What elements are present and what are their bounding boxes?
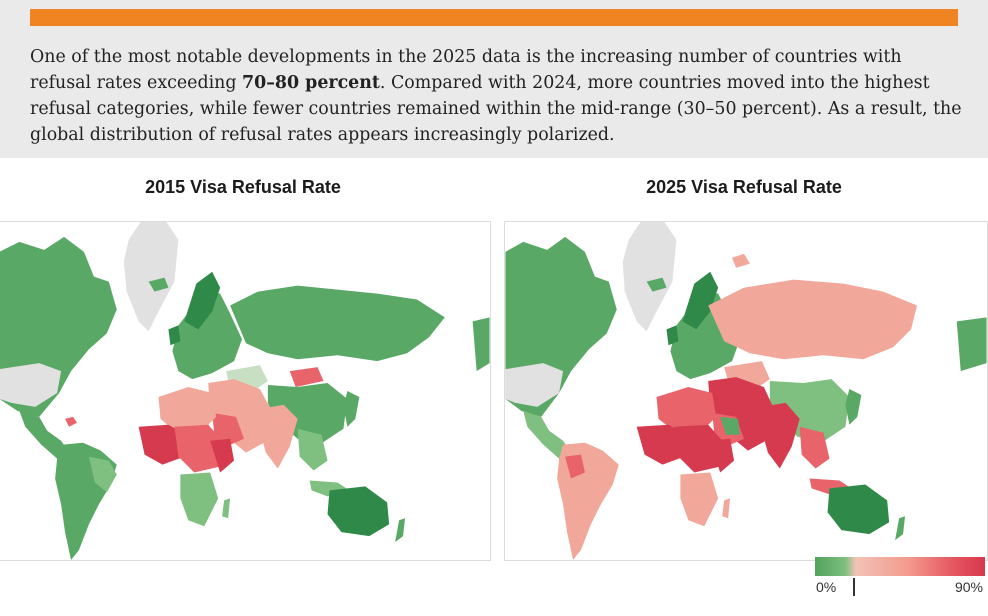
map-2025	[504, 221, 988, 561]
intro-paragraph: One of the most notable developments in …	[30, 44, 965, 148]
japan	[343, 391, 360, 427]
accent-bar	[30, 9, 958, 26]
africa-west	[138, 424, 187, 465]
australia	[827, 484, 890, 535]
saudi-arabia	[720, 416, 741, 435]
horn-of-africa	[710, 438, 735, 473]
greenland	[622, 222, 677, 332]
uk	[168, 325, 181, 346]
africa-north	[158, 387, 217, 433]
south-asia	[759, 402, 800, 469]
caribbean	[65, 416, 77, 427]
africa-west	[636, 424, 687, 465]
map-2015	[0, 221, 491, 561]
south-asia	[259, 404, 298, 469]
madagascar	[222, 498, 231, 519]
arctic-islands	[732, 253, 750, 268]
africa-north	[656, 387, 717, 433]
usa-no-data	[0, 363, 62, 407]
iceland	[646, 277, 667, 292]
intro-bold-range: 70–80 percent	[242, 73, 380, 93]
southeast-asia	[297, 428, 328, 471]
south-america-west	[565, 454, 585, 479]
map-title-2025: 2025 Visa Refusal Rate	[646, 177, 842, 197]
intro-panel	[0, 0, 988, 158]
scandinavia	[682, 271, 719, 330]
scandinavia	[184, 271, 221, 330]
usa-no-data	[505, 363, 564, 407]
central-america	[523, 410, 572, 459]
intro-text-start: One of the most notable developments in …	[30, 47, 902, 93]
south-america-east	[88, 456, 117, 493]
japan	[845, 389, 862, 425]
south-america	[55, 442, 117, 560]
mongolia	[289, 367, 324, 388]
map-title-2015: 2015 Visa Refusal Rate	[145, 177, 341, 197]
color-legend: 0% 90%	[815, 557, 985, 601]
iceland	[148, 277, 169, 292]
russia	[708, 279, 917, 360]
horn-of-africa	[210, 438, 235, 473]
new-zealand	[395, 518, 406, 543]
new-zealand	[895, 516, 906, 541]
africa-south	[680, 472, 719, 527]
legend-tick	[853, 578, 855, 596]
map-2015-svg	[0, 222, 490, 560]
legend-max-label: 90%	[954, 579, 983, 595]
central-america	[19, 410, 70, 459]
alaska-east	[956, 317, 987, 372]
africa-central	[674, 424, 725, 473]
southeast-asia	[799, 426, 830, 469]
legend-gradient-bar	[815, 557, 985, 576]
alaska-east	[472, 317, 490, 372]
australia	[327, 486, 390, 537]
legend-min-label: 0%	[816, 579, 837, 595]
uk	[666, 325, 679, 346]
africa-south	[180, 472, 219, 527]
middle-east	[708, 377, 776, 451]
greenland	[123, 222, 179, 332]
africa-central	[174, 424, 225, 473]
madagascar	[722, 498, 731, 519]
map-2025-svg	[505, 222, 987, 560]
intro-text-end: . Compared with 2024, more countries mov…	[30, 73, 962, 145]
russia	[230, 285, 445, 362]
